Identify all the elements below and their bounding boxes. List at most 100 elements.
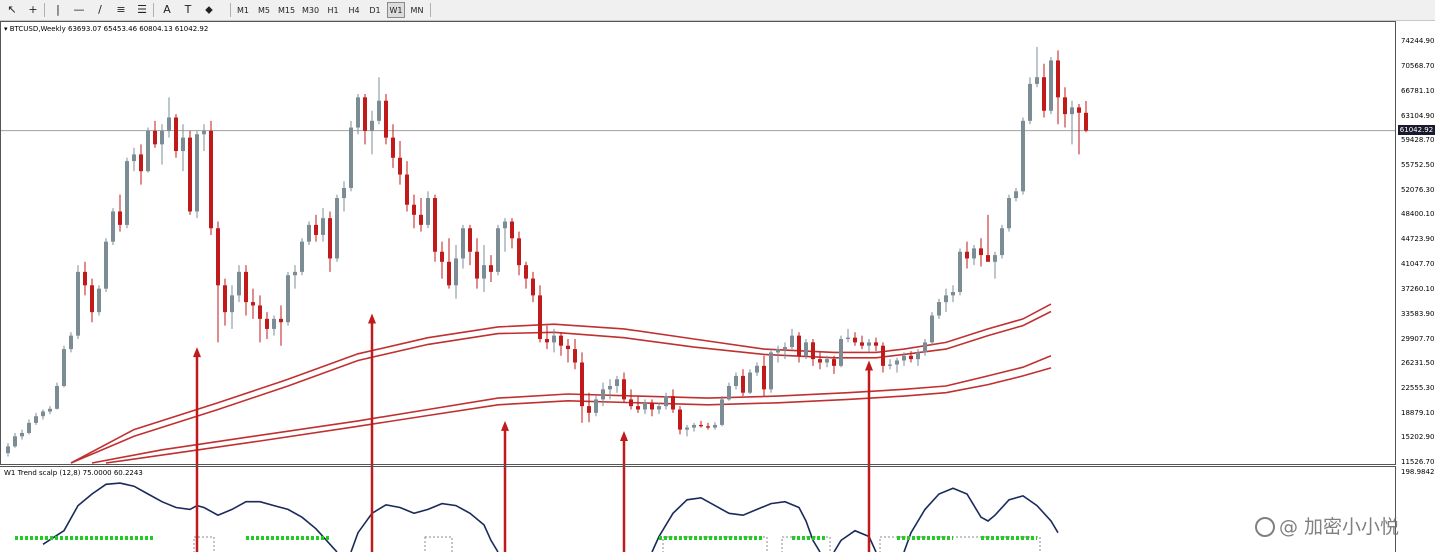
- candle-body: [391, 137, 395, 158]
- candle: [447, 238, 451, 289]
- candle: [454, 245, 458, 299]
- candle: [601, 382, 605, 407]
- candle: [720, 396, 724, 427]
- candle-body: [678, 409, 682, 430]
- trendline-icon[interactable]: /: [98, 3, 102, 16]
- candle: [923, 338, 927, 356]
- candle-body: [83, 271, 87, 286]
- candle-body: [328, 218, 332, 259]
- timeframe-m1-button[interactable]: M1: [237, 6, 249, 15]
- candle-body: [307, 224, 311, 242]
- candle-body: [447, 261, 451, 286]
- candle-body: [1021, 120, 1025, 192]
- candle: [1007, 194, 1011, 232]
- candle-body: [160, 130, 164, 145]
- candle: [251, 288, 255, 319]
- candle-body: [384, 100, 388, 138]
- candle-body: [321, 218, 325, 235]
- candle-body: [874, 342, 878, 346]
- candle-body: [1063, 97, 1067, 115]
- candle: [27, 419, 31, 435]
- candle: [671, 389, 675, 413]
- timeframe-m30-button[interactable]: M30: [301, 6, 320, 15]
- candle-body: [839, 338, 843, 366]
- timeframe-d1-button[interactable]: D1: [369, 6, 381, 15]
- price-tick-label: 44723.90: [1401, 235, 1435, 244]
- timeframe-mn-button[interactable]: MN: [410, 6, 424, 15]
- cursor-icon[interactable]: ↖: [7, 3, 17, 16]
- candle: [531, 271, 535, 303]
- horizontal-line-icon[interactable]: —: [73, 3, 85, 16]
- candle: [650, 399, 654, 417]
- candle-body: [377, 100, 381, 121]
- candle-body: [251, 302, 255, 306]
- vertical-line-icon[interactable]: |: [56, 3, 60, 16]
- candle: [811, 338, 815, 366]
- candle: [118, 194, 122, 232]
- candle-body: [1049, 60, 1053, 111]
- candle: [818, 352, 822, 370]
- chart-canvas[interactable]: [0, 21, 1435, 552]
- symbol-name: BTCUSD,Weekly: [9, 25, 66, 33]
- candle: [216, 221, 220, 343]
- candle: [881, 342, 885, 373]
- candle: [1077, 104, 1081, 155]
- candlesticks: [6, 47, 1088, 457]
- channel-icon[interactable]: ≡: [116, 3, 126, 16]
- candle: [391, 124, 395, 168]
- candle: [888, 359, 892, 370]
- candle: [643, 399, 647, 415]
- candle: [503, 218, 507, 252]
- current-price-tag: 61042.92: [1398, 125, 1435, 135]
- candle: [111, 208, 115, 246]
- fibonacci-icon[interactable]: ☰: [137, 3, 147, 16]
- candle: [832, 355, 836, 374]
- crosshair-icon[interactable]: +: [28, 3, 38, 16]
- candle: [1056, 50, 1060, 125]
- candle: [1063, 87, 1067, 128]
- candle: [545, 325, 549, 350]
- candle: [930, 312, 934, 346]
- text-icon[interactable]: A: [163, 3, 171, 16]
- candle-body: [90, 285, 94, 313]
- candle-body: [790, 335, 794, 348]
- candle: [727, 382, 731, 401]
- candle: [13, 432, 17, 448]
- oscillator-line: [903, 487, 1059, 552]
- indicator-scale-max: 198.9842: [1401, 468, 1435, 476]
- candle-body: [237, 271, 241, 296]
- timeframe-h4-button[interactable]: H4: [348, 6, 360, 15]
- candle: [741, 369, 745, 397]
- candle-body: [643, 402, 647, 410]
- candle: [356, 93, 360, 135]
- timeframe-w1-button[interactable]: W1: [387, 2, 405, 18]
- candle-body: [412, 204, 416, 215]
- timeframe-m15-button[interactable]: M15: [277, 6, 296, 15]
- candle-body: [118, 211, 122, 225]
- candle: [664, 392, 668, 410]
- candle-body: [895, 360, 899, 365]
- text-label-icon[interactable]: T: [184, 3, 192, 16]
- candle: [566, 338, 570, 363]
- candle-body: [804, 342, 808, 356]
- watermark-logo-icon: [1255, 517, 1275, 537]
- shapes-icon[interactable]: ⬥: [205, 3, 213, 16]
- candle-body: [993, 255, 997, 262]
- toolbar: ↖ + | — / ≡ ☰ A T ⬥ M1 M5 M15 M30 H1 H4 D1 W1 MN: [0, 0, 1435, 21]
- candle: [580, 352, 584, 423]
- timeframe-m5-button[interactable]: M5: [258, 6, 270, 15]
- candle: [909, 351, 913, 363]
- candle: [993, 251, 997, 279]
- candle-body: [538, 295, 542, 339]
- candle-body: [216, 228, 220, 286]
- up-arrow: [368, 313, 376, 552]
- price-tick-label: 37260.10: [1401, 285, 1435, 294]
- candle: [517, 231, 521, 276]
- candle: [181, 124, 185, 172]
- timeframe-h1-button[interactable]: H1: [327, 6, 339, 15]
- candle: [804, 338, 808, 360]
- candle-body: [601, 389, 605, 400]
- candle-body: [951, 292, 955, 296]
- candle: [188, 130, 192, 215]
- candle-body: [174, 117, 178, 152]
